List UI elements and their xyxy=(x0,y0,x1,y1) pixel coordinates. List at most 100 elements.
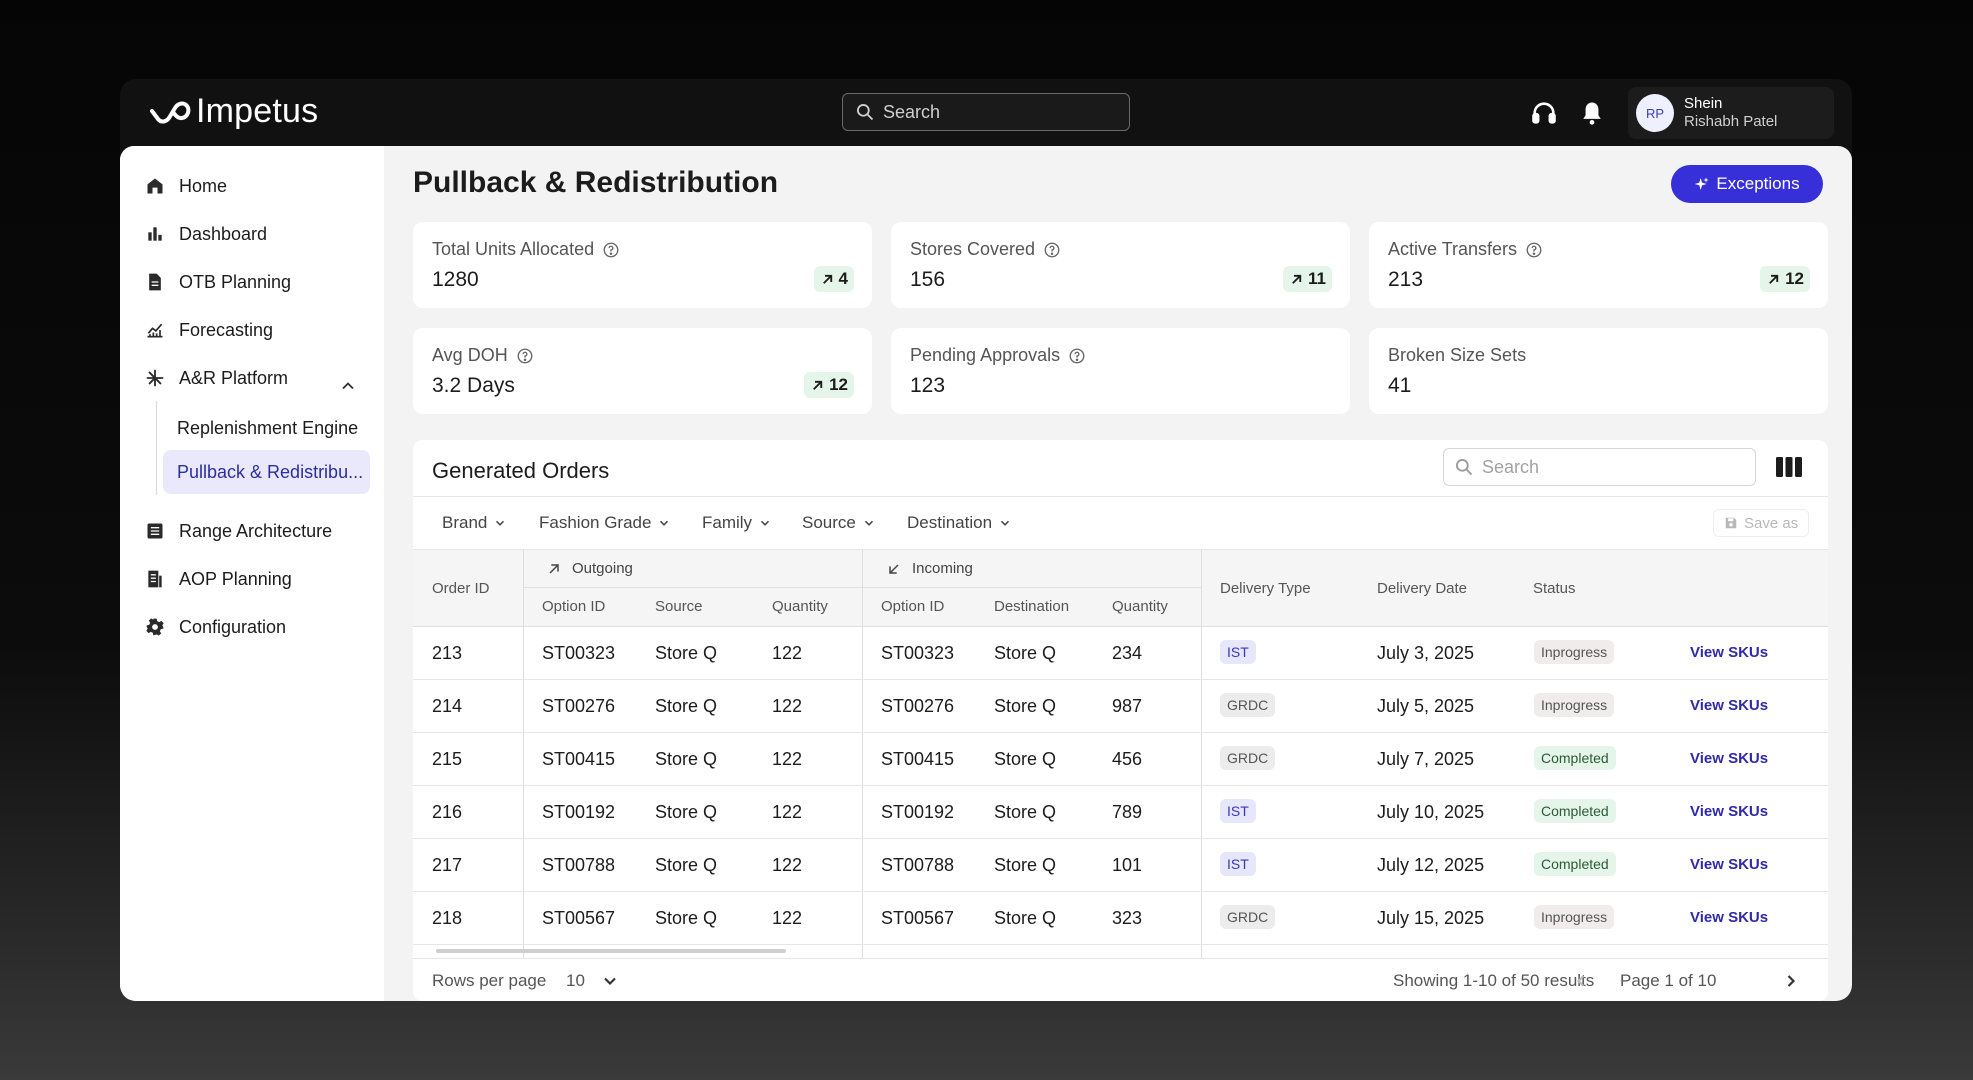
th-order-id[interactable]: Order ID xyxy=(432,580,490,597)
cell-in-option-id: ST00192 xyxy=(881,802,955,822)
chevron-left-icon[interactable] xyxy=(1571,971,1591,991)
table-row[interactable]: 213 ST00323 Store Q 122 ST00323 Store Q … xyxy=(413,627,1828,680)
th-source[interactable]: Source xyxy=(655,598,703,615)
cell-order-id: 216 xyxy=(432,802,463,822)
kpi-value: 123 xyxy=(910,374,946,397)
sidebar-item-configuration[interactable]: Configuration xyxy=(145,607,286,647)
kpi-trend-value: 11 xyxy=(1308,269,1326,288)
table-row[interactable]: 214 ST00276 Store Q 122 ST00276 Store Q … xyxy=(413,680,1828,733)
exceptions-button[interactable]: Exceptions xyxy=(1671,165,1823,203)
th-in-option-id[interactable]: Option ID xyxy=(881,598,945,615)
bell-icon[interactable] xyxy=(1578,99,1606,127)
table-row[interactable]: 215 ST00415 Store Q 122 ST00415 Store Q … xyxy=(413,733,1828,786)
save-as-button[interactable]: Save as xyxy=(1713,509,1810,537)
info-icon[interactable] xyxy=(1068,347,1086,365)
table-row[interactable]: 216 ST00192 Store Q 122 ST00192 Store Q … xyxy=(413,786,1828,839)
table-row[interactable]: 217 ST00788 Store Q 122 ST00788 Store Q … xyxy=(413,839,1828,892)
kpi-card-active-transfers: Active Transfers 213 12 xyxy=(1369,222,1828,308)
global-search-input[interactable]: Search xyxy=(842,93,1130,131)
cell-out-quantity: 122 xyxy=(772,855,803,875)
info-icon[interactable] xyxy=(1043,241,1061,259)
cell-destination: Store Q xyxy=(994,855,1057,875)
list-icon xyxy=(147,523,163,539)
arrow-up-right-icon xyxy=(1292,274,1302,284)
filter-destination[interactable]: Destination xyxy=(907,513,1012,533)
table-row[interactable]: 218 ST00567 Store Q 122 ST00567 Store Q … xyxy=(413,892,1828,945)
th-status[interactable]: Status xyxy=(1533,580,1576,597)
orders-search-placeholder: Search xyxy=(1482,456,1540,477)
delivery-type-badge: GRDC xyxy=(1220,693,1276,717)
view-skus-link[interactable]: View SKUs xyxy=(1690,644,1769,661)
sidebar-item-forecasting[interactable]: Forecasting xyxy=(145,310,273,350)
th-group-label: Incoming xyxy=(912,560,973,577)
sidebar-subitem-replenishment-engine[interactable]: Replenishment Engine xyxy=(163,406,370,450)
cell-out-quantity: 122 xyxy=(772,749,803,769)
exceptions-label: Exceptions xyxy=(1716,174,1800,193)
cell-in-quantity: 234 xyxy=(1112,643,1143,663)
th-out-quantity[interactable]: Quantity xyxy=(772,598,828,615)
user-org: Shein xyxy=(1684,95,1723,112)
th-in-quantity[interactable]: Quantity xyxy=(1112,598,1168,615)
horizontal-scrollbar[interactable] xyxy=(436,949,786,953)
sidebar-subitem-pullback-redistribution[interactable]: Pullback & Redistribu... xyxy=(163,450,370,494)
sidebar-item-otb-planning[interactable]: OTB Planning xyxy=(145,262,291,302)
filter-family[interactable]: Family xyxy=(702,513,772,533)
status-badge: Inprogress xyxy=(1534,905,1615,929)
headset-icon[interactable] xyxy=(1530,99,1558,127)
sidebar-item-dashboard[interactable]: Dashboard xyxy=(145,214,267,254)
orders-search-input[interactable]: Search xyxy=(1443,448,1756,486)
kpi-value: 156 xyxy=(910,268,946,291)
app-name: Impetus xyxy=(196,91,319,130)
info-icon[interactable] xyxy=(516,347,534,365)
status-badge: Completed xyxy=(1534,746,1616,770)
view-skus-link[interactable]: View SKUs xyxy=(1690,856,1769,873)
filter-fashion-grade[interactable]: Fashion Grade xyxy=(539,513,671,533)
kpi-trend-badge: 4 xyxy=(813,266,854,292)
th-delivery-type[interactable]: Delivery Type xyxy=(1220,580,1311,597)
sidebar-item-ar-platform[interactable]: A&R Platform xyxy=(145,358,288,398)
kpi-trend-badge: 11 xyxy=(1283,266,1332,292)
table-header: Order ID Outgoing Incoming Option ID Sou… xyxy=(413,550,1828,627)
user-menu[interactable]: RP Shein Rishabh Patel xyxy=(1628,87,1834,139)
view-skus-link[interactable]: View SKUs xyxy=(1690,803,1769,820)
cell-delivery-date: July 3, 2025 xyxy=(1377,643,1475,663)
delivery-type-badge: GRDC xyxy=(1220,746,1276,770)
chevron-right-icon[interactable] xyxy=(1781,971,1801,991)
cell-source: Store Q xyxy=(655,802,718,822)
chevron-up-icon[interactable] xyxy=(338,376,358,396)
cell-out-quantity: 122 xyxy=(772,643,803,663)
status-badge: Inprogress xyxy=(1534,693,1615,717)
th-delivery-date[interactable]: Delivery Date xyxy=(1377,580,1468,597)
filter-source[interactable]: Source xyxy=(802,513,876,533)
submenu-guide-line xyxy=(156,401,157,495)
cell-order-id: 213 xyxy=(432,643,463,663)
column-divider xyxy=(523,550,524,958)
th-out-option-id[interactable]: Option ID xyxy=(542,598,606,615)
cell-in-option-id: ST00415 xyxy=(881,749,955,769)
sidebar-item-home[interactable]: Home xyxy=(145,166,227,206)
status-badge: Completed xyxy=(1534,799,1616,823)
user-info: Shein Rishabh Patel xyxy=(1684,95,1777,131)
sidebar-item-aop-planning[interactable]: AOP Planning xyxy=(145,559,292,599)
view-skus-link[interactable]: View SKUs xyxy=(1690,909,1769,926)
info-icon[interactable] xyxy=(1525,241,1543,259)
info-icon[interactable] xyxy=(602,241,620,259)
sidebar-item-range-architecture[interactable]: Range Architecture xyxy=(145,511,332,551)
cell-out-option-id: ST00788 xyxy=(542,855,616,875)
column-divider xyxy=(862,550,863,958)
cell-in-quantity: 789 xyxy=(1112,802,1143,822)
cell-out-option-id: ST00415 xyxy=(542,749,616,769)
cell-out-quantity: 122 xyxy=(772,696,803,716)
th-destination[interactable]: Destination xyxy=(994,598,1070,615)
sidebar-subitem-label: Pullback & Redistribu... xyxy=(177,461,364,482)
rows-per-page-select[interactable]: 10 xyxy=(566,971,585,990)
columns-icon[interactable] xyxy=(1775,456,1803,478)
filter-label: Family xyxy=(702,513,753,532)
chevron-down-icon[interactable] xyxy=(600,971,620,991)
view-skus-link[interactable]: View SKUs xyxy=(1690,697,1769,714)
sidebar-item-label: OTB Planning xyxy=(179,271,292,292)
filter-brand[interactable]: Brand xyxy=(442,513,507,533)
cell-out-quantity: 122 xyxy=(772,802,803,822)
view-skus-link[interactable]: View SKUs xyxy=(1690,750,1769,767)
logo[interactable]: Impetus xyxy=(148,91,318,131)
